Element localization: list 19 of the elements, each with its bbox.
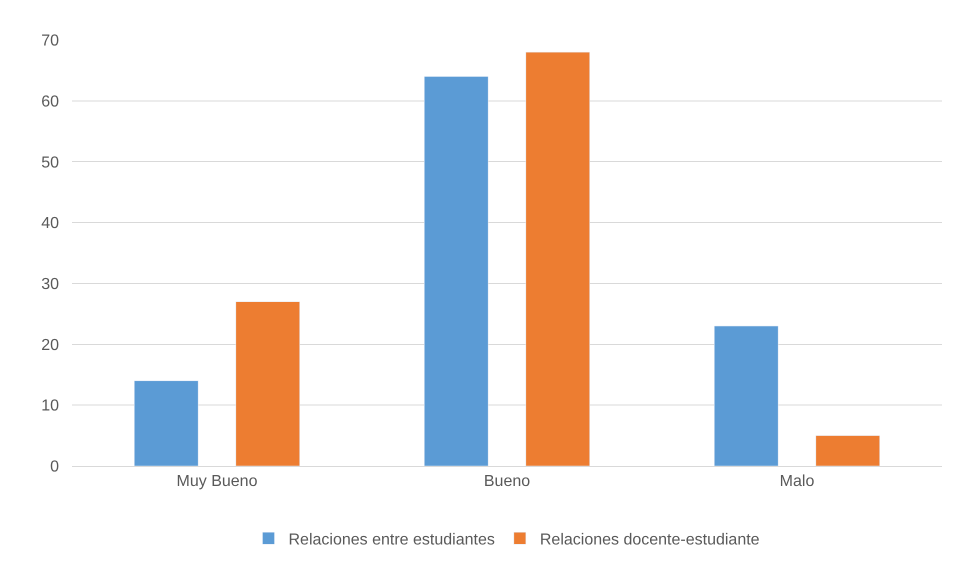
legend-label: Relaciones entre estudiantes bbox=[288, 532, 495, 549]
x-tick-label: Malo bbox=[780, 473, 814, 490]
y-tick-label: 10 bbox=[41, 398, 60, 415]
bar bbox=[526, 52, 590, 466]
legend-label: Relaciones docente-estudiante bbox=[540, 532, 760, 549]
x-tick-label: Bueno bbox=[484, 473, 530, 490]
y-tick-label: 60 bbox=[41, 93, 60, 110]
y-tick-label: 20 bbox=[41, 336, 60, 354]
y-tick-label: 0 bbox=[50, 458, 60, 476]
y-tick-label: 40 bbox=[41, 215, 60, 232]
y-tick-label: 50 bbox=[41, 154, 60, 172]
bar bbox=[816, 435, 880, 466]
y-tick-label: 30 bbox=[41, 276, 60, 294]
bar bbox=[134, 380, 198, 466]
bar bbox=[714, 326, 778, 466]
y-tick-label: 70 bbox=[41, 32, 60, 50]
bar bbox=[424, 76, 488, 466]
x-tick-label: Muy Bueno bbox=[176, 473, 258, 490]
bar bbox=[236, 301, 300, 466]
